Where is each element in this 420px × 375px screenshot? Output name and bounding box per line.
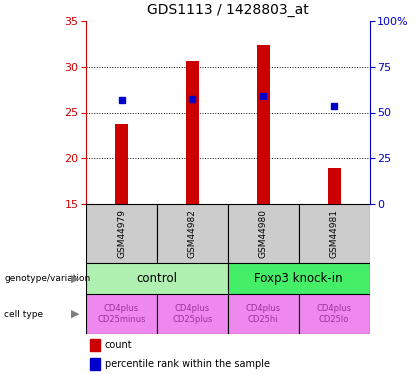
Text: CD4plus
CD25minus: CD4plus CD25minus: [97, 304, 146, 324]
Bar: [328, 168, 341, 204]
Bar: [228, 262, 370, 294]
Text: genotype/variation: genotype/variation: [4, 274, 90, 283]
Bar: [186, 61, 199, 204]
Text: CD4plus
CD25hi: CD4plus CD25hi: [246, 304, 281, 324]
Text: control: control: [136, 272, 178, 285]
Text: GSM44979: GSM44979: [117, 209, 126, 258]
Bar: [86, 204, 157, 262]
Text: CD4plus
CD25plus: CD4plus CD25plus: [172, 304, 213, 324]
Bar: [257, 45, 270, 204]
Title: GDS1113 / 1428803_at: GDS1113 / 1428803_at: [147, 3, 309, 17]
Text: count: count: [105, 340, 132, 350]
Text: ▶: ▶: [71, 309, 80, 319]
Bar: [90, 339, 100, 351]
Bar: [228, 294, 299, 334]
Text: cell type: cell type: [4, 310, 43, 319]
Text: Foxp3 knock-in: Foxp3 knock-in: [255, 272, 343, 285]
Text: GSM44982: GSM44982: [188, 209, 197, 258]
Bar: [228, 204, 299, 262]
Bar: [86, 294, 157, 334]
Text: CD4plus
CD25lo: CD4plus CD25lo: [317, 304, 352, 324]
Text: ▶: ▶: [71, 273, 80, 284]
Bar: [157, 294, 228, 334]
Bar: [157, 204, 228, 262]
Bar: [90, 358, 100, 370]
Bar: [299, 204, 370, 262]
Text: percentile rank within the sample: percentile rank within the sample: [105, 359, 270, 369]
Bar: [115, 124, 128, 204]
Bar: [299, 294, 370, 334]
Text: GSM44980: GSM44980: [259, 209, 268, 258]
Bar: [86, 262, 228, 294]
Text: GSM44981: GSM44981: [330, 209, 339, 258]
